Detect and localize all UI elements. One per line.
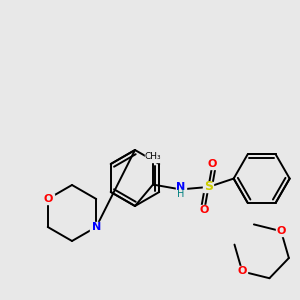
Text: N: N <box>176 182 185 192</box>
Text: N: N <box>92 222 101 232</box>
Bar <box>145 152 161 162</box>
Text: CH₃: CH₃ <box>145 152 161 161</box>
Text: O: O <box>43 194 52 204</box>
Bar <box>90 222 102 232</box>
Bar <box>203 182 214 192</box>
Text: H: H <box>177 189 184 200</box>
Text: O: O <box>238 266 247 277</box>
Bar <box>199 206 209 215</box>
Text: O: O <box>200 206 209 215</box>
Bar <box>237 266 247 277</box>
Text: O: O <box>276 226 286 236</box>
Text: S: S <box>204 181 213 194</box>
Bar <box>208 158 218 169</box>
Bar <box>42 194 54 204</box>
Bar <box>176 184 186 194</box>
Text: O: O <box>208 158 217 169</box>
Bar <box>276 226 286 236</box>
